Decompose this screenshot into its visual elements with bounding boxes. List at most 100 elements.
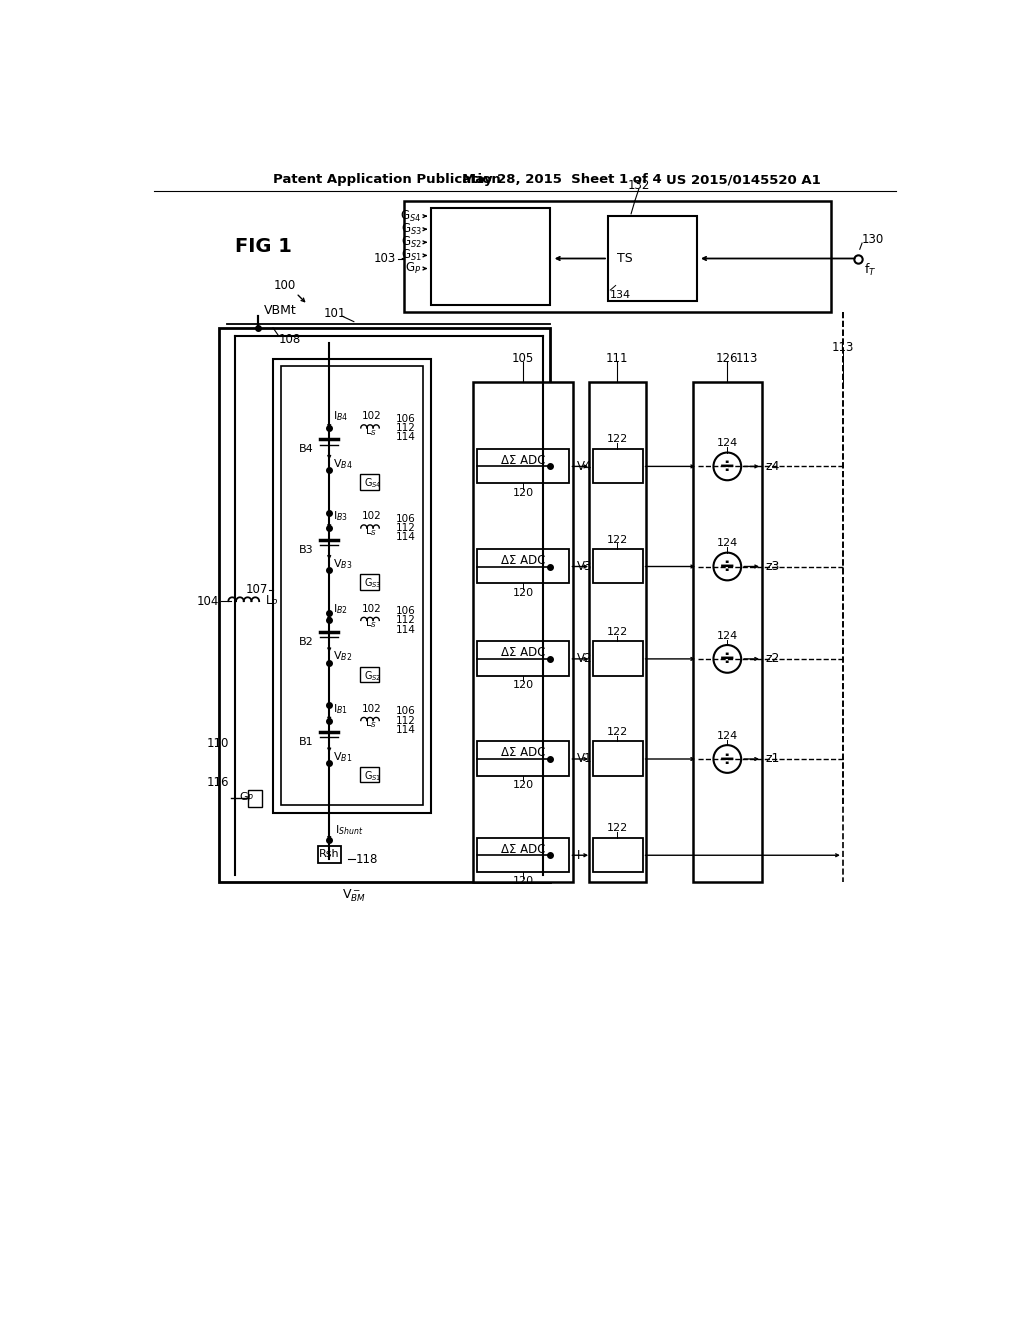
Text: 122: 122 [606,627,628,638]
Text: G$_{S3}$: G$_{S3}$ [364,577,382,590]
Text: I$_{B4}$: I$_{B4}$ [333,409,348,424]
Bar [593,449,643,483]
Text: 120: 120 [513,680,534,690]
Text: 126: 126 [716,352,738,366]
Text: 114: 114 [396,432,416,442]
Text: B2: B2 [299,638,313,647]
Text: Patent Application Publication: Patent Application Publication [273,173,501,186]
Text: US 2015/0145520 A1: US 2015/0145520 A1 [666,173,820,186]
Text: 104: 104 [197,594,219,607]
Text: 106: 106 [396,706,416,717]
Text: 113: 113 [735,352,758,366]
Bar [593,642,643,676]
Text: L$_S$: L$_S$ [366,424,378,438]
Text: V$_{BM}^-$: V$_{BM}^-$ [342,888,366,904]
Text: ÷: ÷ [719,649,735,668]
Text: Rsh: Rsh [318,850,340,859]
Text: ÷: ÷ [719,750,735,768]
Text: G$_{S2}$: G$_{S2}$ [364,669,381,682]
Bar [360,474,379,490]
Text: G$_{S1}$: G$_{S1}$ [364,770,382,783]
Text: 110: 110 [207,737,229,750]
Bar [360,667,379,682]
Text: V4: V4 [578,459,593,473]
Text: 102: 102 [361,511,382,521]
Text: 102: 102 [361,704,382,714]
Text: 124: 124 [717,631,738,640]
Text: L$_S$: L$_S$ [366,524,378,539]
Text: May 28, 2015  Sheet 1 of 4: May 28, 2015 Sheet 1 of 4 [462,173,662,186]
Text: G$_P$: G$_P$ [240,791,255,804]
Text: 113: 113 [831,341,854,354]
Bar [589,381,646,882]
Bar [477,549,569,583]
Text: z4: z4 [766,459,780,473]
Text: 124: 124 [717,438,738,449]
Text: 120: 120 [513,876,534,887]
Text: L$_S$: L$_S$ [366,616,378,631]
Text: 111: 111 [606,352,629,366]
Text: ΔΣ ADC: ΔΣ ADC [501,647,546,659]
Text: 101: 101 [324,308,346,321]
Bar [477,742,569,776]
Text: 105: 105 [512,352,535,366]
Text: V2: V2 [578,652,593,665]
Text: 114: 114 [396,532,416,543]
Text: 102: 102 [361,603,382,614]
Text: V$_{B3}$: V$_{B3}$ [333,557,352,572]
Text: L$_P$: L$_P$ [265,594,279,609]
Text: ΔΣ ADC: ΔΣ ADC [501,746,546,759]
Bar [317,846,341,863]
Text: 112: 112 [396,715,416,726]
Text: 106: 106 [396,513,416,524]
Text: z1: z1 [766,752,780,766]
Text: 122: 122 [606,727,628,737]
Text: f$_T$: f$_T$ [864,261,877,279]
Text: 112: 112 [396,422,416,433]
Text: 106: 106 [396,606,416,616]
Text: I$_{B2}$: I$_{B2}$ [333,602,348,615]
Bar [593,838,643,873]
Text: I$_{B3}$: I$_{B3}$ [333,510,348,523]
Text: G$_{S1}$: G$_{S1}$ [400,248,422,263]
Text: 118: 118 [356,853,379,866]
Text: 103: 103 [374,252,396,265]
Bar [281,367,423,805]
Text: V$_{B4}$: V$_{B4}$ [333,457,352,471]
Bar [360,767,379,781]
Text: L$_S$: L$_S$ [366,717,378,730]
Bar [608,216,696,301]
Text: 100: 100 [273,279,296,292]
Text: FIG 1: FIG 1 [234,238,292,256]
Text: G$_{S2}$: G$_{S2}$ [400,235,422,249]
Text: I$_{B1}$: I$_{B1}$ [333,702,348,715]
Bar [403,201,831,313]
Text: G$_{S4}$: G$_{S4}$ [364,477,382,490]
Text: ÷: ÷ [719,557,735,576]
Bar [593,742,643,776]
Text: V1: V1 [578,752,593,766]
Text: VBMt: VBMt [264,305,297,317]
Text: 122: 122 [606,535,628,545]
Bar [593,549,643,583]
Text: V$_{B2}$: V$_{B2}$ [333,649,352,664]
Bar [473,381,573,882]
Text: 114: 114 [396,725,416,735]
Text: 130: 130 [862,232,885,246]
Text: 102: 102 [361,412,382,421]
Bar [219,327,550,882]
Bar [273,359,431,813]
Text: 116: 116 [207,776,229,788]
Text: ΔΣ ADC: ΔΣ ADC [501,842,546,855]
Bar [360,574,379,590]
Text: B1: B1 [299,737,313,747]
Text: 106: 106 [396,413,416,424]
Text: V$_{B1}$: V$_{B1}$ [333,750,352,763]
Text: I$_{Shunt}$: I$_{Shunt}$ [336,822,364,837]
Text: 107: 107 [245,583,267,597]
Bar [477,838,569,873]
Text: B3: B3 [299,545,313,554]
Text: 114: 114 [396,624,416,635]
Text: 122: 122 [606,434,628,445]
Text: ΔΣ ADC: ΔΣ ADC [501,554,546,566]
